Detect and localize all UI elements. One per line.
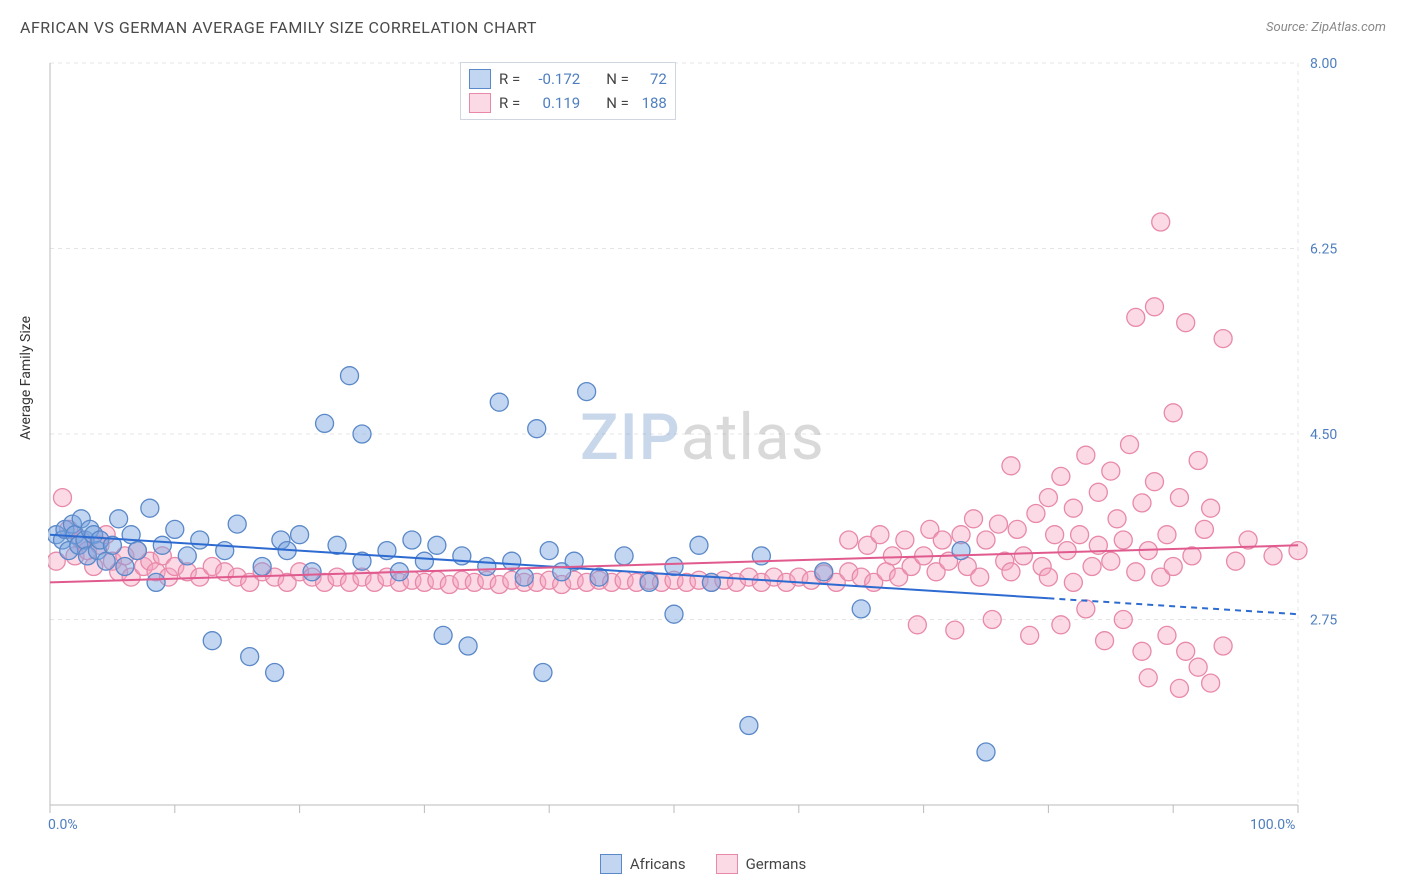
svg-text:4.50: 4.50 <box>1310 427 1337 443</box>
legend-label-germans: Germans <box>746 855 807 873</box>
svg-text:0.0%: 0.0% <box>48 817 78 833</box>
correlation-stats-box: R = -0.172 N = 72 R = 0.119 N = 188 <box>460 62 676 120</box>
legend-label-africans: Africans <box>630 855 686 873</box>
stats-row-africans: R = -0.172 N = 72 <box>469 67 667 91</box>
swatch-germans <box>469 93 491 113</box>
n-label: N = <box>606 67 629 91</box>
n-value-africans: 72 <box>637 67 667 91</box>
legend: Africans Germans <box>0 854 1406 874</box>
svg-text:100.0%: 100.0% <box>1250 817 1295 833</box>
legend-swatch-germans <box>716 854 738 874</box>
legend-item-africans: Africans <box>600 854 686 874</box>
source-label: Source: ZipAtlas.com <box>1266 20 1386 35</box>
swatch-africans <box>469 69 491 89</box>
svg-text:8.00: 8.00 <box>1310 56 1337 72</box>
svg-text:6.25: 6.25 <box>1310 242 1337 258</box>
n-label: N = <box>606 91 629 115</box>
legend-swatch-africans <box>600 854 622 874</box>
chart-area: 2.75 4.50 6.25 8.00 0.0% 100.0% <box>48 55 1353 835</box>
y-axis-label: Average Family Size <box>18 316 34 440</box>
svg-text:2.75: 2.75 <box>1310 613 1337 629</box>
chart-title: AFRICAN VS GERMAN AVERAGE FAMILY SIZE CO… <box>20 18 537 37</box>
r-label: R = <box>499 67 520 91</box>
n-value-germans: 188 <box>637 91 667 115</box>
r-label: R = <box>499 91 520 115</box>
r-value-germans: 0.119 <box>528 91 580 115</box>
r-value-africans: -0.172 <box>528 67 580 91</box>
scatter-chart: 2.75 4.50 6.25 8.00 0.0% 100.0% <box>48 55 1353 835</box>
legend-item-germans: Germans <box>716 854 807 874</box>
stats-row-germans: R = 0.119 N = 188 <box>469 91 667 115</box>
